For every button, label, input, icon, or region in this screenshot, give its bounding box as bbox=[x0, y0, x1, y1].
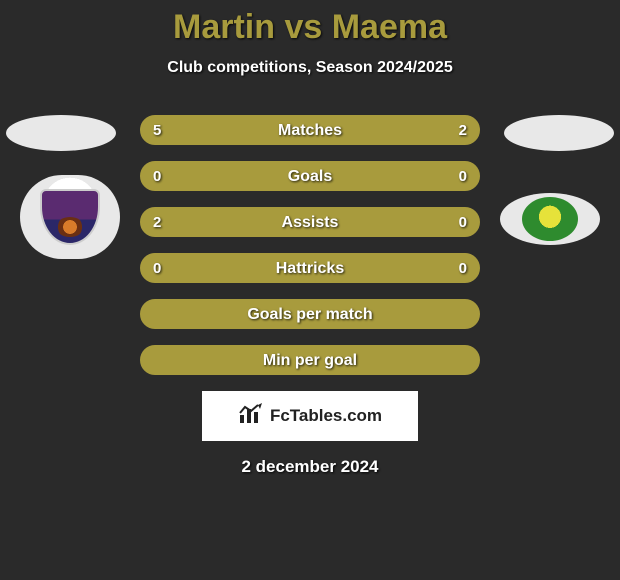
player-right-avatar bbox=[504, 115, 614, 151]
stat-row: Goals per match bbox=[140, 299, 480, 329]
stat-value-left: 0 bbox=[153, 162, 161, 191]
club-badge-right bbox=[500, 193, 600, 245]
stat-row: Hattricks0 0 bbox=[140, 253, 480, 283]
stat-value-right: 0 bbox=[459, 208, 467, 237]
stat-value-left: 2 bbox=[153, 208, 161, 237]
stat-value-left: 5 bbox=[153, 116, 161, 145]
chart-icon bbox=[238, 403, 264, 430]
club-crest-right-icon bbox=[522, 197, 578, 241]
stat-label: Min per goal bbox=[141, 346, 479, 375]
stat-row: Matches5 2 bbox=[140, 115, 480, 145]
club-badge-left bbox=[20, 175, 120, 259]
club-crest-left-icon bbox=[40, 189, 100, 245]
stat-row: Assists2 0 bbox=[140, 207, 480, 237]
stat-value-left: 0 bbox=[153, 254, 161, 283]
brand-banner: FcTables.com bbox=[202, 391, 418, 441]
page-subtitle: Club competitions, Season 2024/2025 bbox=[0, 59, 620, 77]
stat-label: Goals per match bbox=[141, 300, 479, 329]
page-title: Martin vs Maema bbox=[0, 0, 620, 47]
stat-row: Min per goal bbox=[140, 345, 480, 375]
stat-label: Matches bbox=[141, 116, 479, 145]
stat-value-right: 0 bbox=[459, 254, 467, 283]
stat-label: Hattricks bbox=[141, 254, 479, 283]
stats-bars: Matches52Goals00Assists20Hattricks00Goal… bbox=[140, 115, 480, 375]
stat-value-right: 2 bbox=[459, 116, 467, 145]
date-label: 2 december 2024 bbox=[0, 457, 620, 477]
stat-label: Assists bbox=[141, 208, 479, 237]
stat-label: Goals bbox=[141, 162, 479, 191]
stat-row: Goals0 0 bbox=[140, 161, 480, 191]
stat-value-right: 0 bbox=[459, 162, 467, 191]
brand-label: FcTables.com bbox=[270, 406, 382, 426]
comparison-content: Matches52Goals00Assists20Hattricks00Goal… bbox=[0, 115, 620, 477]
player-left-avatar bbox=[6, 115, 116, 151]
